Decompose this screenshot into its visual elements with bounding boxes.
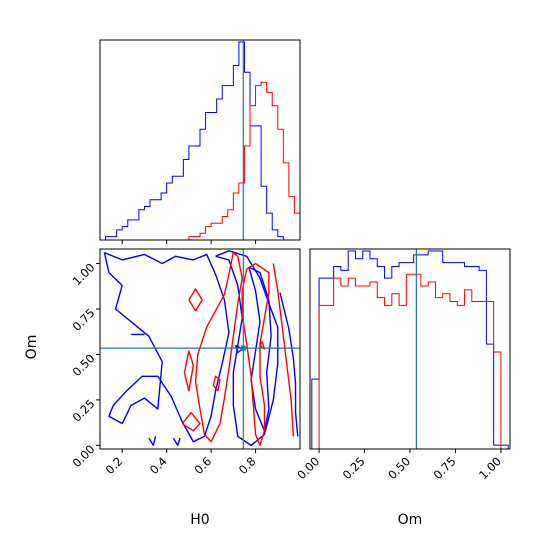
h0-histogram-panel bbox=[99, 39, 301, 244]
contour_H0_Om-plot-area bbox=[100, 249, 300, 449]
contour-series-1-level-1 bbox=[241, 262, 270, 447]
contour-ytick-label: 0.75 bbox=[70, 306, 98, 334]
contour-xtick-label: 0.6 bbox=[191, 454, 214, 477]
hist_H0-series-1-step bbox=[100, 81, 300, 240]
hist_Om-frame bbox=[309, 248, 511, 450]
hist_H0-frame bbox=[99, 39, 301, 241]
contour-xtick-label: 0.4 bbox=[147, 454, 170, 477]
contour-series-0-level-5 bbox=[172, 437, 181, 447]
contour-frame bbox=[99, 248, 301, 450]
contour-series-0-level-3 bbox=[279, 292, 299, 437]
hist_H0-plot-area bbox=[100, 40, 300, 240]
h0-om-contour-panel: 0.2 0.4 0.6 0.8 0.00 0.25 0.50 0.75 1.00 bbox=[70, 248, 301, 477]
hist_Om-series-1-step bbox=[311, 273, 509, 449]
contour-series-1-level-3 bbox=[181, 411, 201, 432]
x-axis-label-om: Om bbox=[398, 512, 423, 528]
hist_Om-xtick-label: 0.00 bbox=[294, 454, 322, 482]
hist_H0-series-0-step bbox=[100, 41, 300, 240]
contour-series-0-level-4 bbox=[148, 436, 157, 447]
x-axis-label-h0: H0 bbox=[190, 512, 209, 528]
contour-ytick-label: 1.00 bbox=[70, 260, 98, 288]
y-axis-label-om: Om bbox=[24, 335, 40, 360]
contour-ytick-label: 0.00 bbox=[70, 442, 98, 470]
contour-series-1-level-0 bbox=[194, 252, 243, 443]
contour-series-0-level-0 bbox=[103, 251, 230, 443]
contour-xtick-label: 0.8 bbox=[236, 454, 259, 477]
contour-series-1-level-7 bbox=[259, 341, 266, 350]
hist_Om-plot-area bbox=[311, 249, 509, 449]
contour-ytick-label: 0.25 bbox=[70, 397, 98, 425]
contour-series-1-level-4 bbox=[183, 350, 195, 392]
hist_Om-xtick-label: 0.50 bbox=[385, 454, 413, 482]
contour-xtick-label: 0.2 bbox=[103, 454, 126, 477]
om-histogram-panel: 0.00 0.25 0.50 0.75 1.00 bbox=[294, 248, 511, 482]
contour-truth-marker bbox=[240, 345, 246, 351]
contour-ytick-label: 0.50 bbox=[70, 351, 98, 379]
contour-series-1-level-5 bbox=[188, 288, 203, 312]
hist_Om-xtick-label: 0.25 bbox=[340, 454, 368, 482]
hist_Om-xtick-label: 0.75 bbox=[431, 454, 459, 482]
contour-series-0-level-7 bbox=[234, 344, 243, 354]
hist_Om-series-0-step bbox=[311, 250, 509, 449]
hist_Om-xtick-label: 1.00 bbox=[476, 454, 504, 482]
contour-series-1-level-6 bbox=[212, 375, 221, 392]
contour-series-1-level-2 bbox=[272, 263, 295, 437]
